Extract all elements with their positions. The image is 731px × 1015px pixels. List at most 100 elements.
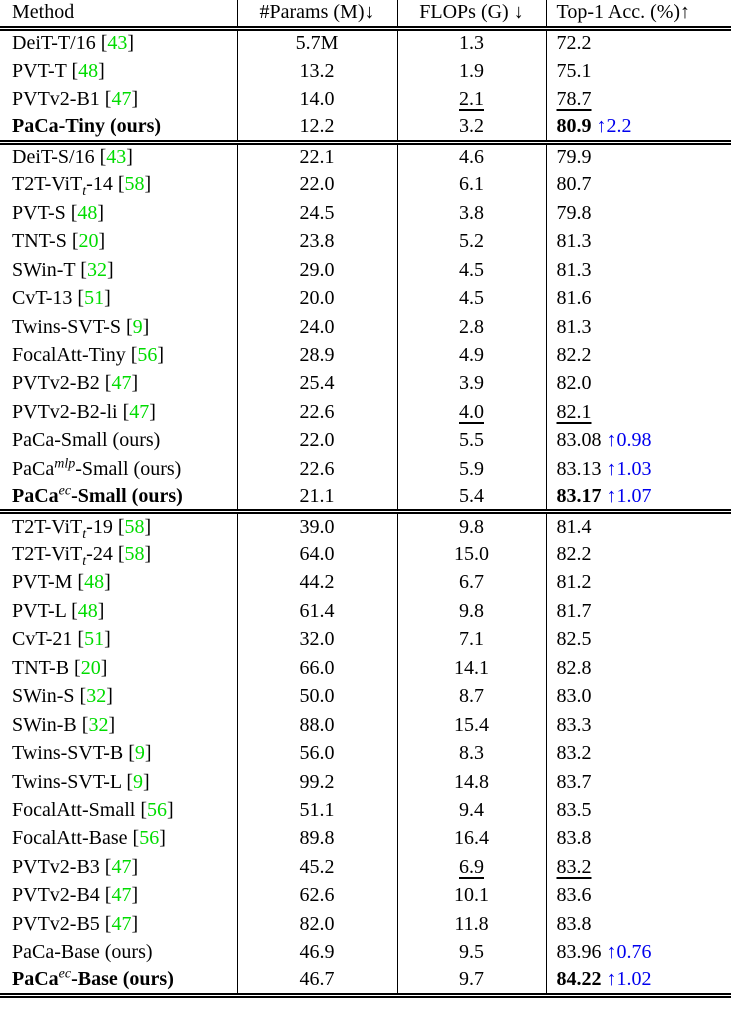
method-name: TNT-S [12, 230, 67, 253]
method-cell: PVTv2-B5 [47] [12, 912, 139, 935]
citation-link[interactable]: 48 [77, 599, 98, 622]
method-cell: PaCa-Base (ours) [0, 938, 237, 966]
method-cell: TNT-S [20] [12, 230, 106, 253]
method-cell: PVTv2-B2 [47] [12, 372, 139, 395]
params-cell: 22.0 [236, 170, 397, 200]
acc-value: 81.3 [556, 315, 592, 338]
acc-cell: 81.4 [545, 511, 731, 541]
flops-cell: 8.3 [396, 739, 546, 768]
acc-cell: 81.2 [545, 568, 731, 598]
acc-value: 82.2 [556, 343, 592, 366]
citation-link[interactable]: 20 [78, 230, 99, 253]
citation-link[interactable]: 48 [77, 201, 98, 224]
method-cell: CvT-13 [51] [12, 287, 111, 310]
flops-cell: 3.2 [396, 113, 546, 143]
flops-cell: 7.1 [396, 625, 546, 655]
params-cell: 28.9 [236, 341, 397, 370]
flops-cell: 16.4 [396, 824, 546, 854]
flops-cell: 10.1 [396, 881, 546, 910]
acc-cell: 83.2 [545, 853, 731, 882]
table-row: Twins-SVT-L [9] 99.2 14.8 83.7 [0, 767, 731, 797]
acc-cell: 79.9 [545, 142, 731, 171]
citation-link[interactable]: 47 [111, 912, 132, 935]
method-name: PaCa-Base (ours) [12, 941, 153, 964]
accuracy-gain: ↑1.02 [606, 968, 652, 991]
method-cell: PVT-T [48] [12, 59, 105, 82]
accuracy-gain: ↑0.76 [606, 941, 652, 964]
citation-link[interactable]: 9 [132, 315, 143, 338]
flops-value: 3.9 [459, 372, 484, 395]
acc-cell: 82.0 [545, 369, 731, 399]
method-cell: PaCa-Tiny (ours) [0, 114, 237, 142]
method-name: Twins-SVT-L [12, 770, 122, 793]
flops-value: 4.0 [459, 400, 484, 423]
citation-link[interactable]: 43 [106, 146, 127, 169]
method-name: T2T-ViT [12, 543, 83, 566]
citation-link[interactable]: 47 [111, 855, 132, 878]
citation-link[interactable]: 43 [107, 32, 128, 55]
citation-link[interactable]: 58 [124, 543, 145, 566]
citation-link[interactable]: 9 [134, 742, 145, 765]
citation-link[interactable]: 56 [139, 827, 160, 850]
params-cell: 62.6 [236, 881, 397, 910]
acc-value: 82.5 [556, 628, 592, 651]
method-cell: SWin-S [32] [12, 685, 113, 708]
params-cell: 14.0 [236, 85, 397, 114]
params-cell: 66.0 [236, 654, 397, 683]
acc-value: 81.3 [556, 258, 592, 281]
flops-value: 1.9 [459, 59, 484, 82]
method-name: -14 [86, 173, 113, 196]
citation-link[interactable]: 48 [84, 571, 105, 594]
table-row: FocalAtt-Base [56] 89.8 16.4 83.8 [0, 824, 731, 854]
params-cell: 5.7M [236, 28, 397, 57]
citation-link[interactable]: 32 [86, 685, 107, 708]
acc-value: 83.8 [556, 912, 592, 935]
citation-link[interactable]: 9 [133, 770, 144, 793]
acc-cell: 83.96 ↑0.76 [545, 938, 731, 967]
acc-cell: 83.17 ↑1.07 [545, 483, 731, 512]
citation-link[interactable]: 20 [80, 656, 101, 679]
method-name: Twins-SVT-B [12, 742, 124, 765]
citation-link[interactable]: 51 [84, 628, 105, 651]
flops-cell: 11.8 [396, 910, 546, 939]
citation-link[interactable]: 32 [86, 258, 107, 281]
citation-link[interactable]: 47 [129, 400, 150, 423]
method-cell: PVTv2-B4 [47] [12, 884, 139, 907]
table-row: PVTv2-B2 [47] 25.4 3.9 82.0 [0, 369, 731, 399]
method-name-sup: mlp [54, 456, 76, 472]
citation-link[interactable]: 58 [124, 173, 145, 196]
citation-link[interactable]: 51 [84, 287, 105, 310]
flops-value: 1.3 [459, 32, 484, 55]
citation-link[interactable]: 56 [147, 798, 167, 821]
table-row: PaCa-Small (ours) 22.0 5.5 83.08 ↑0.98 [0, 426, 731, 455]
method-cell: PVTv2-B2-li [47] [12, 400, 156, 423]
method-name: CvT-13 [12, 287, 73, 310]
table-row: SWin-B [32] 88.0 15.4 83.3 [0, 710, 731, 740]
acc-cell: 81.7 [545, 597, 731, 626]
acc-value: 83.6 [556, 884, 592, 907]
citation-link[interactable]: 58 [124, 515, 145, 538]
method-name: FocalAtt-Small [12, 798, 136, 821]
column-header-flops: FLOPs (G) ↓ [396, 0, 546, 29]
params-cell: 12.2 [236, 113, 397, 143]
params-cell: 21.1 [236, 483, 397, 512]
flops-cell: 9.5 [396, 938, 546, 967]
citation-link[interactable]: 47 [111, 372, 132, 395]
citation-link[interactable]: 47 [111, 88, 132, 111]
method-cell: PaCaec-Small (ours) [0, 483, 237, 511]
citation-link[interactable]: 56 [137, 343, 158, 366]
citation-link[interactable]: 47 [111, 884, 132, 907]
params-cell: 56.0 [236, 739, 397, 768]
acc-cell: 83.13 ↑1.03 [545, 455, 731, 484]
accuracy-gain: ↑0.98 [606, 429, 652, 452]
acc-cell: 82.1 [545, 398, 731, 427]
method-cell: PaCa-Small (ours) [0, 427, 237, 455]
params-cell: 22.1 [236, 142, 397, 171]
citation-link[interactable]: 48 [78, 59, 99, 82]
table-block: DeiT-S/16 [43] 22.1 4.6 79.9 T2T-ViTt-14 [58… [0, 142, 731, 512]
citation-link[interactable]: 32 [88, 713, 109, 736]
method-cell: T2T-ViTt-19 [58] [12, 515, 152, 541]
table-row: TNT-S [20] 23.8 5.2 81.3 [0, 227, 731, 256]
acc-value: 83.0 [556, 685, 592, 708]
flops-cell: 9.4 [396, 796, 546, 825]
